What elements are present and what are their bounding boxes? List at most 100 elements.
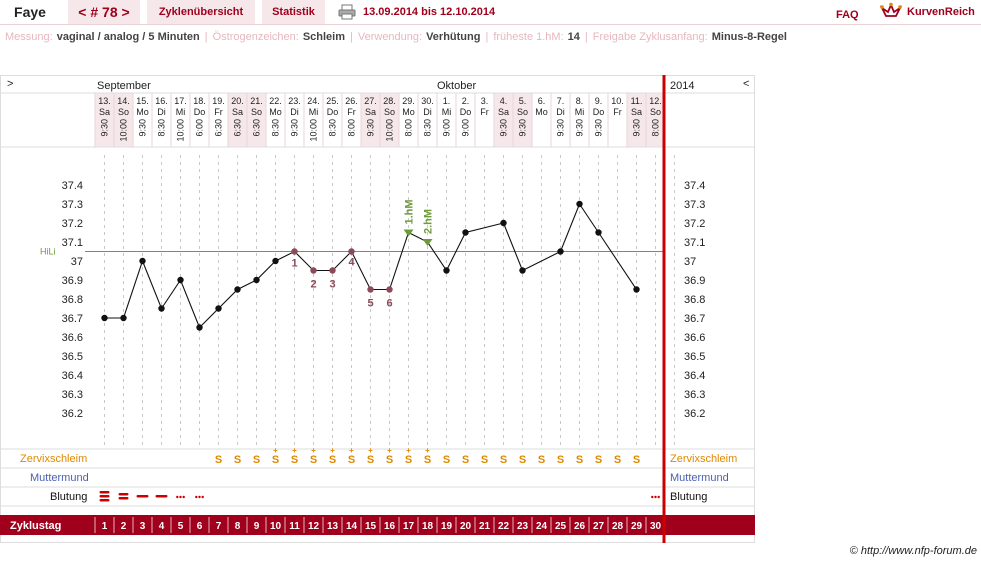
mucus-symbol: S [424,454,431,466]
cycle-info-line: Messung: vaginal / analog / 5 Minuten | Öst… [5,31,787,43]
cycle-day-number: 20 [460,521,472,532]
day-weekday: Do [327,107,339,117]
temperature-point [310,267,317,274]
release-value: Minus-8-Regel [711,31,787,43]
cycle-day-number: 22 [498,521,510,532]
bleeding-row-label-right: Blutung [670,491,707,503]
bleeding-mark [198,495,201,499]
low-label: 6 [386,298,392,310]
day-date: 24. [307,96,320,106]
ytick-label-right: 37 [684,256,696,268]
day-weekday: Sa [99,107,110,117]
cycle-day-number: 21 [479,521,491,532]
mucus-symbol: S [576,454,583,466]
day-weekday: Mo [402,107,415,117]
day-time: 6:00 [195,119,205,137]
bleeding-mark [201,495,204,499]
cycle-day-number: 28 [612,521,624,532]
temperature-point [443,267,450,274]
month-right-label: Oktober [437,80,476,92]
cycle-day-number: 19 [441,521,453,532]
ytick-label-left: 37.4 [62,180,83,192]
temperature-point [329,267,336,274]
day-time: 10:00 [119,119,129,142]
printer-icon[interactable] [338,4,356,20]
measurement-label: Messung: [5,31,53,43]
cycle-day-number: 18 [422,521,434,532]
bleeding-mark [155,495,168,498]
usage-value: Verhütung [426,31,481,43]
month-left-label: September [97,80,151,92]
mucus-symbol: S [253,454,260,466]
temperature-point [367,286,374,293]
mucus-plus: + [311,446,316,455]
cycle-day-number: 17 [403,521,415,532]
day-weekday: So [384,107,395,117]
cycle-day-number: 8 [235,521,241,532]
bleeding-mark [99,491,110,494]
cycle-day-number: 2 [121,521,127,532]
day-weekday: Sa [498,107,509,117]
day-weekday: Do [460,107,472,117]
day-date: 14. [117,96,130,106]
ytick-label-right: 37.4 [684,180,705,192]
weekend-shade [228,93,247,147]
ytick-label-left: 36.6 [62,332,83,344]
tab-statistics[interactable]: Statistik [262,0,325,24]
day-date: 19. [212,96,225,106]
day-weekday: So [251,107,262,117]
high-marker-label: 1.hM [404,199,416,224]
bleeding-mark [176,495,179,499]
day-date: 17. [174,96,187,106]
day-time: 8:30 [271,119,281,137]
day-time: 10:00 [176,119,186,142]
kurvenreich-logo[interactable]: KurvenReich [880,0,980,24]
year-label: 2014 [670,80,694,92]
temperature-point [348,248,355,255]
mucus-plus: + [368,446,373,455]
cycle-day-bar [0,515,755,535]
day-weekday: Sa [365,107,376,117]
cycle-day-number: 13 [327,521,339,532]
mucus-symbol: S [291,454,298,466]
crown-icon [880,2,902,17]
temperature-point [576,200,583,208]
ytick-label-left: 37.2 [62,218,83,230]
weekend-shade [361,93,380,147]
bleeding-mark [657,495,660,499]
logo-text: KurvenReich [907,6,975,18]
day-weekday: Mi [442,107,452,117]
mucus-symbol: S [367,454,374,466]
tab-cycle-overview[interactable]: Zyklenübersicht [147,0,255,24]
ytick-label-right: 36.7 [684,313,705,325]
day-time: 9:30 [518,119,528,137]
faq-link[interactable]: FAQ [836,9,859,21]
ytick-label-right: 37.1 [684,237,705,249]
ytick-label-right: 36.4 [684,370,705,382]
weekend-shade [627,93,646,147]
day-date: 1. [443,96,451,106]
date-range: 13.09.2014 bis 12.10.2014 [363,6,496,18]
release-label: Freigabe Zyklusanfang: [592,31,708,43]
day-time: 9:30 [594,119,604,137]
ytick-label-right: 36.3 [684,389,705,401]
weekend-shade [114,93,133,147]
cycle-selector[interactable]: < # 78 > [68,0,140,24]
day-time: 9:30 [290,119,300,137]
day-weekday: Fr [480,107,489,117]
mucus-symbol: S [234,454,241,466]
day-date: 30. [421,96,434,106]
mucus-plus: + [425,446,430,455]
day-time: 9:30 [556,119,566,137]
estrogen-label: Östrogenzeichen: [212,31,299,43]
day-date: 13. [98,96,111,106]
cycle-day-number: 16 [384,521,396,532]
temperature-point [519,267,526,274]
bleeding-mark [654,495,657,499]
user-name: Faye [14,4,46,20]
cycle-day-number: 7 [216,521,222,532]
temperature-point [101,314,108,322]
mucus-plus: + [330,446,335,455]
weekend-shade [494,93,513,147]
cycle-day-number: 14 [346,521,358,532]
